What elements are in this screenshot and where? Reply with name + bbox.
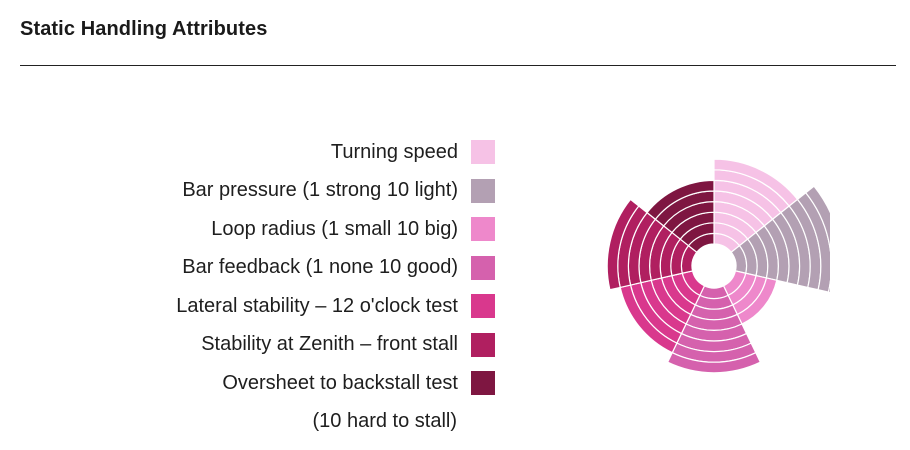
legend-item: Bar feedback (1 none 10 good) bbox=[182, 249, 495, 288]
legend-item: Oversheet to backstall test bbox=[222, 364, 495, 403]
sector bbox=[619, 270, 706, 354]
sector-ring bbox=[646, 179, 715, 221]
legend-item: Stability at Zenith – front stall bbox=[201, 326, 495, 365]
legend-label: Turning speed bbox=[330, 140, 458, 163]
polar-area-chart bbox=[606, 158, 830, 374]
chart-title: Static Handling Attributes bbox=[20, 18, 268, 40]
sector bbox=[646, 179, 715, 254]
sector bbox=[722, 270, 778, 325]
legend-swatch bbox=[471, 294, 495, 319]
sector bbox=[606, 198, 698, 291]
sector-ring bbox=[666, 351, 762, 374]
legend-label: Bar feedback (1 none 10 good) bbox=[182, 256, 458, 279]
title-divider bbox=[20, 65, 896, 66]
legend-label: Stability at Zenith – front stall bbox=[201, 333, 458, 356]
legend-item: Bar pressure (1 strong 10 light) bbox=[182, 172, 495, 211]
legend: Turning speed Bar pressure (1 strong 10 l… bbox=[176, 133, 495, 403]
legend-swatch bbox=[471, 255, 495, 280]
legend-item: Turning speed bbox=[331, 133, 495, 172]
legend-swatch bbox=[471, 178, 495, 203]
legend-item: Loop radius (1 small 10 big) bbox=[211, 210, 495, 249]
legend-swatch bbox=[471, 371, 495, 396]
legend-note: (10 hard to stall) bbox=[312, 410, 457, 432]
legend-label: Loop radius (1 small 10 big) bbox=[211, 217, 458, 240]
sector-ring bbox=[606, 198, 640, 291]
sector bbox=[666, 285, 762, 374]
legend-label: Oversheet to backstall test bbox=[222, 371, 458, 394]
legend-label: Lateral stability – 12 o'clock test bbox=[176, 294, 458, 317]
sector-ring bbox=[804, 185, 830, 294]
legend-item: Lateral stability – 12 o'clock test bbox=[176, 287, 495, 326]
legend-label: Bar pressure (1 strong 10 light) bbox=[182, 179, 458, 202]
legend-swatch bbox=[471, 140, 495, 165]
legend-swatch bbox=[471, 217, 495, 242]
legend-swatch bbox=[471, 332, 495, 357]
